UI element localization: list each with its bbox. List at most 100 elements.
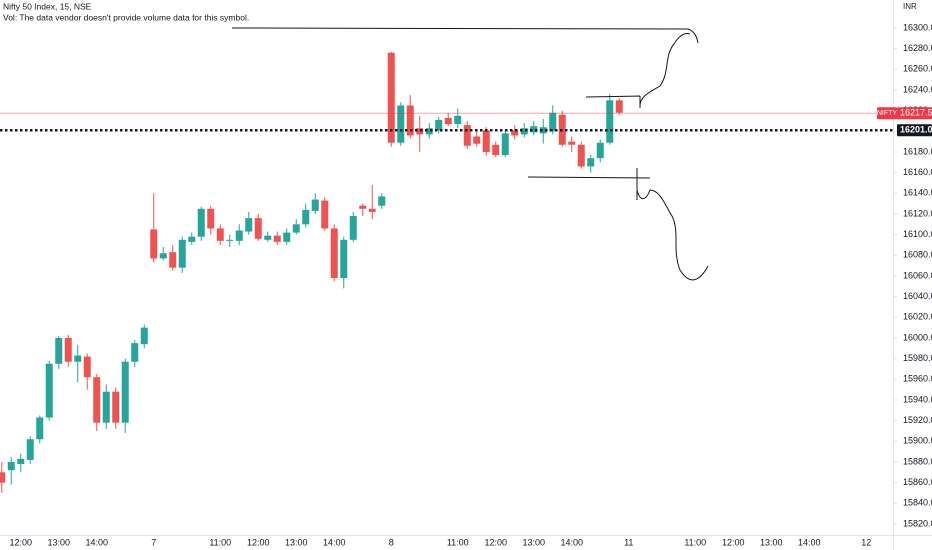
- candle-body: [530, 126, 538, 133]
- y-tick-label: 16080.00: [903, 250, 932, 260]
- candle-body: [482, 130, 490, 152]
- candle-body: [539, 127, 547, 134]
- candle-body: [292, 224, 300, 233]
- y-tick-label: 16020.00: [903, 312, 932, 322]
- y-tick-label: 15960.00: [903, 374, 932, 384]
- x-tick-label: 13:00: [760, 537, 783, 547]
- y-tick-label: 16300.00: [903, 22, 932, 32]
- candle-body: [264, 235, 272, 240]
- x-tick-label: 14:00: [560, 537, 583, 547]
- candle-body: [444, 117, 452, 125]
- candle-body: [368, 208, 376, 212]
- y-tick-label: 15940.00: [903, 394, 932, 404]
- currency: INR: [903, 2, 917, 11]
- x-tick-label: 13:00: [522, 537, 545, 547]
- x-tick-label: 12:00: [247, 537, 270, 547]
- candle-body: [340, 239, 348, 279]
- candle-body: [216, 228, 224, 241]
- candle-body: [64, 337, 72, 362]
- candle-body: [131, 343, 139, 362]
- candle-body: [606, 100, 614, 143]
- price-label-box: [897, 107, 932, 120]
- candle-body: [473, 136, 481, 144]
- candle-body: [7, 461, 15, 471]
- y-tick-label: 16140.00: [903, 188, 932, 198]
- candle-body: [0, 472, 6, 483]
- candle-body: [74, 355, 82, 362]
- x-tick-label: 7: [151, 537, 156, 547]
- candle-body: [188, 236, 196, 242]
- candle-body: [226, 239, 234, 241]
- drawing-curve: [636, 189, 709, 281]
- candle-body: [140, 327, 148, 345]
- candle-body: [121, 361, 129, 423]
- candle-body: [235, 230, 243, 241]
- candle-body: [197, 208, 205, 237]
- x-tick-label: 12:00: [484, 537, 507, 547]
- candle-body: [463, 125, 471, 146]
- y-tick-label: 15820.00: [903, 518, 932, 528]
- candle-body: [150, 229, 158, 259]
- candle-body: [26, 439, 34, 460]
- candle-body: [435, 119, 443, 131]
- candle-body: [254, 218, 262, 239]
- y-tick-label: 16060.00: [903, 270, 932, 280]
- x-tick-label: 12:00: [722, 537, 745, 547]
- y-tick-label: 15980.00: [903, 353, 932, 363]
- x-tick-label: 13:00: [47, 537, 70, 547]
- y-tick-label: 15900.00: [903, 436, 932, 446]
- candle-body: [112, 391, 120, 423]
- candle-body: [492, 144, 500, 156]
- price-label: 16201.05: [900, 125, 932, 135]
- candle-body: [245, 218, 253, 232]
- candle-body: [587, 158, 595, 167]
- candle-body: [178, 239, 186, 268]
- candle-body: [93, 377, 101, 423]
- candle-body: [454, 115, 462, 125]
- symbol-title: Nifty 50 Index, 15, NSE: [3, 1, 92, 11]
- x-tick-label: 8: [389, 537, 394, 547]
- drawing-line: [585, 95, 641, 108]
- candle-body: [349, 216, 357, 240]
- candle-body: [283, 232, 291, 242]
- x-tick-label: 13:00: [285, 537, 308, 547]
- volume-note: Vol: The data vendor doesn't provide vol…: [3, 12, 249, 22]
- candle-body: [55, 337, 63, 364]
- candle-body: [397, 105, 405, 143]
- y-tick-label: 15840.00: [903, 498, 932, 508]
- price-label: 16217.50: [900, 108, 932, 118]
- candle-body: [273, 235, 281, 242]
- candle-body: [169, 252, 177, 268]
- x-tick-label: 14:00: [85, 537, 108, 547]
- candle-body: [45, 363, 53, 418]
- candle-body: [83, 356, 91, 378]
- drawing-line: [527, 168, 651, 200]
- candle-body: [615, 100, 623, 113]
- y-tick-label: 16240.00: [903, 84, 932, 94]
- x-tick-label: 11: [624, 537, 633, 547]
- x-tick-label: 14:00: [798, 537, 821, 547]
- candle-body: [416, 128, 424, 135]
- candle-body: [159, 253, 167, 259]
- candle-body: [302, 209, 310, 225]
- x-tick-label: 12: [861, 537, 871, 547]
- candle-body: [321, 200, 329, 229]
- y-tick-label: 16000.00: [903, 332, 932, 342]
- y-tick-label: 16040.00: [903, 291, 932, 301]
- candle-body: [387, 52, 395, 143]
- candle-body: [17, 458, 25, 465]
- drawing-line: [231, 27, 699, 44]
- candle-body: [568, 141, 576, 145]
- candle-body: [330, 228, 338, 279]
- candle-body: [549, 112, 557, 132]
- x-tick-label: 11:00: [447, 537, 469, 547]
- x-tick-label: 11:00: [209, 537, 231, 547]
- drawing-curve: [639, 33, 691, 107]
- symbol-label: NIFTY: [877, 110, 898, 117]
- candle-body: [596, 142, 604, 159]
- y-tick-label: 15860.00: [903, 477, 932, 487]
- candle-body: [511, 130, 519, 136]
- candle-body: [520, 128, 528, 135]
- x-tick-label: 12:00: [9, 537, 32, 547]
